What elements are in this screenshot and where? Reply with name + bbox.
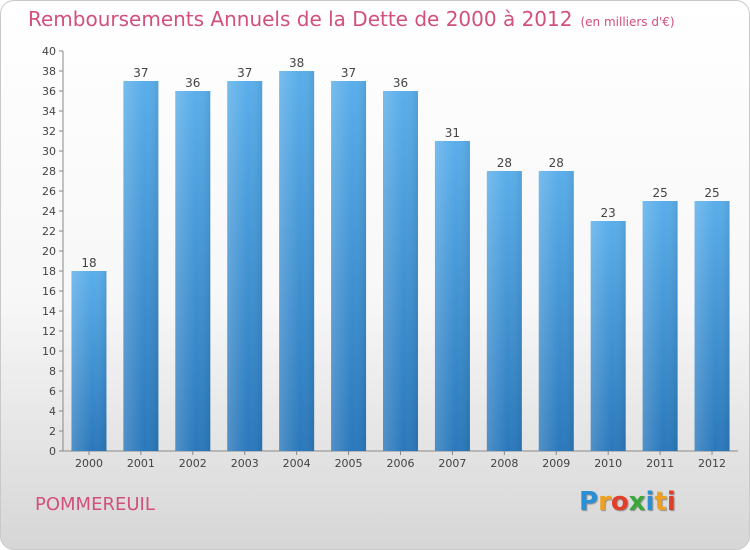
bar-shade-2004 (279, 71, 315, 451)
logo-letter: i (645, 487, 655, 517)
bar-shade-2005 (331, 81, 367, 451)
y-tick-label: 26 (42, 185, 56, 198)
y-tick-label: 14 (42, 305, 56, 318)
y-tick-label: 34 (42, 105, 56, 118)
bar-shade-2007 (434, 141, 470, 451)
y-tick-label: 8 (49, 365, 56, 378)
y-tick-label: 38 (42, 65, 56, 78)
data-label-2009: 28 (549, 156, 564, 170)
x-tick-label-2010: 2010 (594, 457, 622, 470)
y-tick-label: 32 (42, 125, 56, 138)
bar-shade-2003 (227, 81, 263, 451)
commune-name: POMMEREUIL (35, 494, 155, 515)
y-tick-label: 0 (49, 445, 56, 458)
y-tick-label: 12 (42, 325, 56, 338)
x-tick-label-2002: 2002 (179, 457, 207, 470)
y-tick-label: 28 (42, 165, 56, 178)
bar-shade-2012 (694, 201, 730, 451)
x-tick-label-2008: 2008 (490, 457, 518, 470)
x-tick-label-2007: 2007 (438, 457, 466, 470)
data-label-2010: 23 (601, 206, 616, 220)
logo-letter: o (610, 487, 629, 517)
data-label-2012: 25 (704, 186, 719, 200)
data-label-2002: 36 (185, 76, 200, 90)
bar-shade-2001 (123, 81, 159, 451)
bar-shade-2009 (538, 171, 574, 451)
logo-letter: x (628, 487, 646, 517)
bar-shade-2011 (642, 201, 678, 451)
bar-shade-2008 (486, 171, 522, 451)
bars (71, 71, 730, 451)
x-tick-label-2000: 2000 (75, 457, 103, 470)
y-tick-label: 4 (49, 405, 56, 418)
y-tick-label: 16 (42, 285, 56, 298)
data-label-2007: 31 (445, 126, 460, 140)
data-labels: 18 37 36 37 38 37 36 31 28 28 23 25 25 (81, 56, 719, 270)
x-tick-label-2009: 2009 (542, 457, 570, 470)
x-tick-label-2003: 2003 (231, 457, 259, 470)
data-label-2003: 37 (237, 66, 252, 80)
x-tick-label-2001: 2001 (127, 457, 155, 470)
chart-title: Remboursements Annuels de la Dette de 20… (28, 7, 675, 31)
logo-letter: i (666, 487, 676, 517)
logo-letter: r (598, 487, 611, 517)
y-tick-label: 10 (42, 345, 56, 358)
axes: 0246810121416182022242628303234363840200… (42, 45, 738, 470)
y-tick-label: 36 (42, 85, 56, 98)
y-tick-label: 6 (49, 385, 56, 398)
y-tick-label: 18 (42, 265, 56, 278)
data-label-2006: 36 (393, 76, 408, 90)
y-tick-label: 40 (42, 45, 56, 58)
logo-letter: t (654, 487, 667, 517)
x-tick-label-2011: 2011 (646, 457, 674, 470)
data-label-2005: 37 (341, 66, 356, 80)
proxiti-logo: Proxiti (579, 487, 676, 517)
y-tick-label: 22 (42, 225, 56, 238)
data-label-2004: 38 (289, 56, 304, 70)
data-label-2008: 28 (497, 156, 512, 170)
y-tick-label: 24 (42, 205, 56, 218)
data-label-2001: 37 (133, 66, 148, 80)
chart-title-text: Remboursements Annuels de la Dette de 20… (28, 7, 573, 31)
x-tick-label-2006: 2006 (387, 457, 415, 470)
bar-shade-2000 (71, 271, 107, 451)
bar-shade-2002 (175, 91, 211, 451)
y-tick-label: 30 (42, 145, 56, 158)
x-tick-label-2005: 2005 (335, 457, 363, 470)
bar-shade-2010 (590, 221, 626, 451)
chart-subtitle: (en milliers d'€) (580, 15, 675, 29)
x-tick-label-2012: 2012 (698, 457, 726, 470)
y-tick-label: 2 (49, 425, 56, 438)
bar-shade-2006 (383, 91, 418, 451)
data-label-2000: 18 (81, 256, 96, 270)
data-label-2011: 25 (652, 186, 667, 200)
logo-letter: P (579, 487, 599, 517)
y-tick-label: 20 (42, 245, 56, 258)
x-tick-label-2004: 2004 (283, 457, 311, 470)
